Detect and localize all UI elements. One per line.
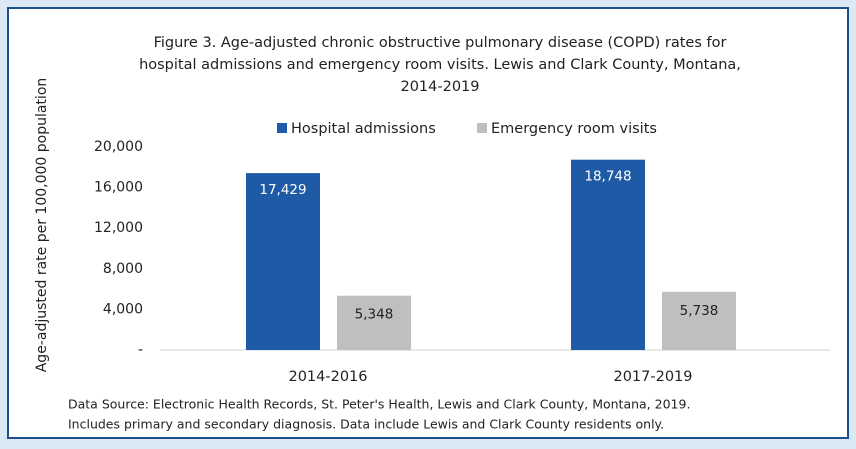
data-label: 5,348	[355, 307, 394, 323]
chart-title: Figure 3. Age-adjusted chronic obstructi…	[154, 35, 727, 51]
legend-label: Emergency room visits	[491, 121, 657, 137]
y-tick-label: 12,000	[94, 220, 143, 236]
y-tick-label: 8,000	[103, 261, 143, 277]
x-tick-label: 2017-2019	[613, 369, 692, 385]
chart-title: 2014-2019	[400, 79, 479, 95]
data-label: 17,429	[259, 182, 306, 198]
bar	[571, 159, 645, 350]
data-label: 5,738	[680, 303, 719, 319]
chart-title: hospital admissions and emergency room v…	[139, 57, 741, 73]
footnote: Includes primary and secondary diagnosis…	[68, 417, 664, 432]
bar	[662, 291, 736, 350]
legend-label: Hospital admissions	[291, 121, 436, 137]
data-label: 18,748	[584, 169, 631, 185]
y-tick-label: 4,000	[103, 301, 143, 317]
x-tick-label: 2014-2016	[288, 369, 367, 385]
y-tick-label: -	[138, 342, 143, 358]
bar	[246, 173, 320, 350]
legend-swatch	[277, 123, 287, 133]
footnote: Data Source: Electronic Health Records, …	[68, 397, 690, 412]
y-tick-label: 16,000	[94, 180, 143, 196]
legend-swatch	[477, 123, 487, 133]
y-axis-label: Age-adjusted rate per 100,000 population	[34, 78, 50, 373]
bar	[337, 295, 411, 350]
y-tick-label: 20,000	[94, 139, 143, 155]
frame	[7, 7, 849, 439]
